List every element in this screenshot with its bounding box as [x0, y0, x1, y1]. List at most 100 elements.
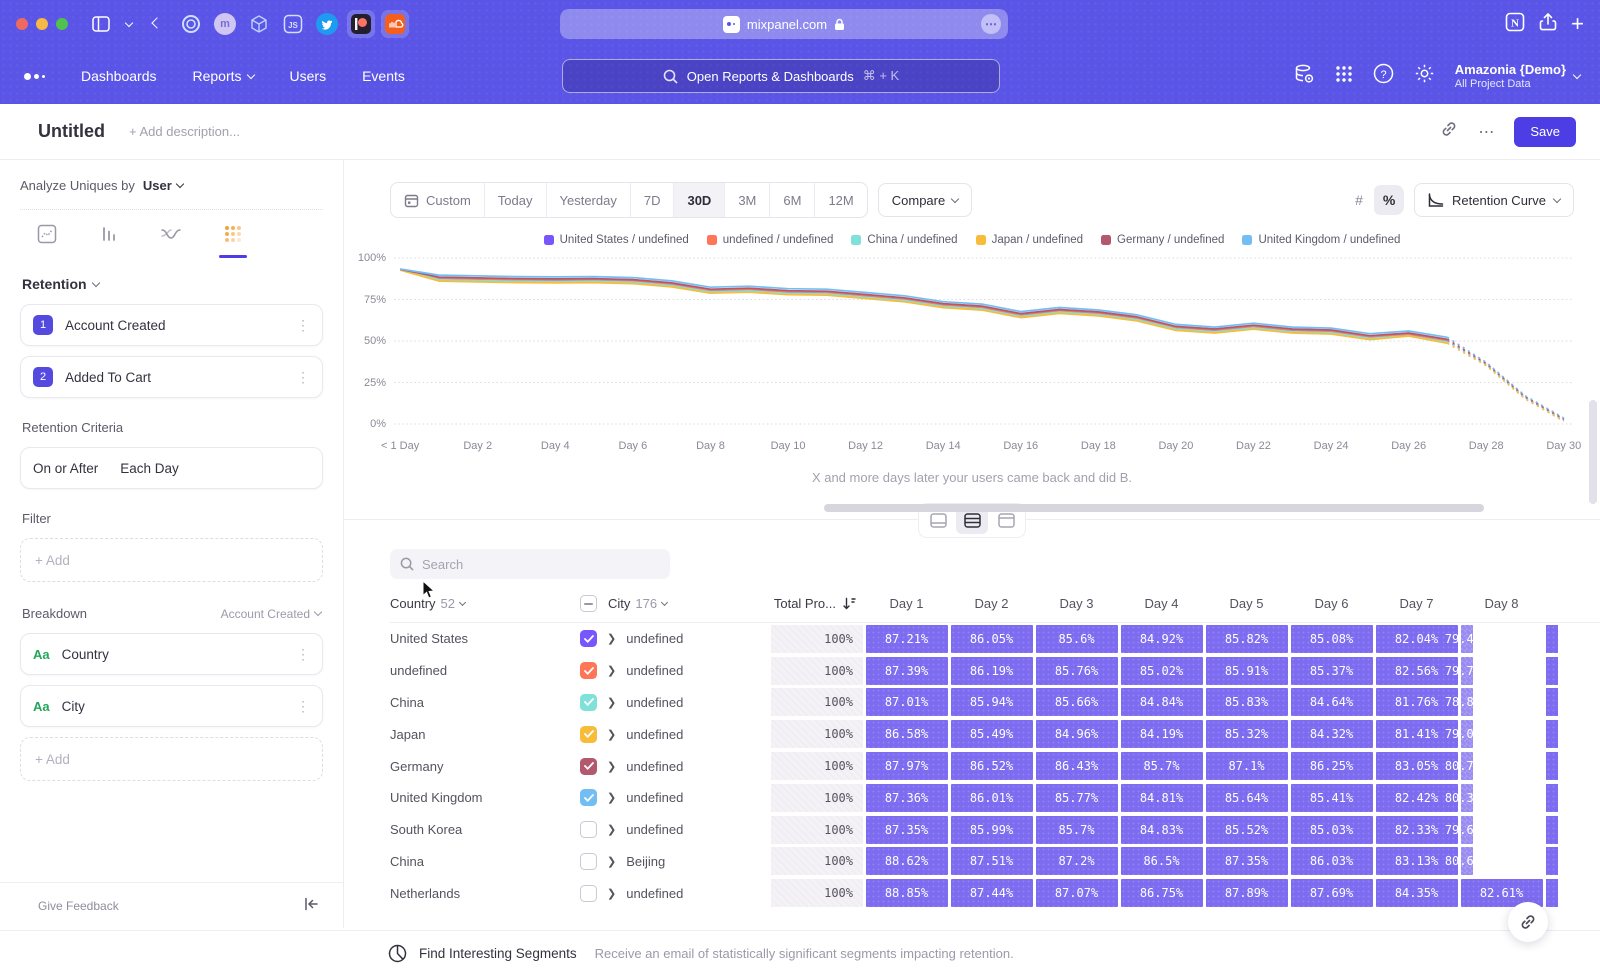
legend-item[interactable]: United States / undefined [543, 234, 689, 246]
retention-cell[interactable]: 84.81% [1120, 783, 1203, 812]
breakdown-scope-selector[interactable]: Account Created [221, 607, 323, 621]
retention-cell[interactable]: 85.37% [1290, 656, 1373, 685]
expand-row-chevron[interactable]: ❯ [607, 696, 617, 709]
new-tab-icon[interactable]: + [1571, 11, 1584, 36]
column-header-country[interactable]: Country 52 [390, 596, 580, 611]
retention-cell[interactable]: 83.13% [1375, 847, 1458, 876]
breakdown-city[interactable]: Aa City ⋮ [20, 685, 323, 727]
range-3m[interactable]: 3M [725, 183, 771, 217]
mixpanel-logo[interactable] [24, 72, 45, 80]
data-management-icon[interactable] [1293, 63, 1315, 90]
retention-cell[interactable]: 87.39% [865, 656, 948, 685]
table-search[interactable] [390, 549, 670, 579]
retention-cell[interactable]: 86.05% [950, 624, 1033, 653]
help-icon[interactable]: ? [1373, 63, 1394, 89]
m-avatar-icon[interactable]: m [211, 10, 239, 38]
retention-criteria-card[interactable]: On or After Each Day [20, 447, 323, 489]
nav-item-reports[interactable]: Reports [193, 68, 255, 84]
retention-cell[interactable]: 87.21% [865, 624, 948, 653]
retention-cell[interactable]: 84.96% [1035, 720, 1118, 749]
retention-cell[interactable]: 82.04% [1375, 624, 1458, 653]
expand-row-chevron[interactable]: ❯ [607, 728, 617, 741]
retention-cell[interactable]: 85.52% [1205, 815, 1288, 844]
chart-type-selector[interactable]: Retention Curve [1414, 183, 1574, 217]
vertical-scrollbar[interactable] [1589, 400, 1597, 504]
row-checkbox[interactable] [580, 630, 597, 648]
retention-cell[interactable]: 84.35% [1375, 879, 1458, 908]
soundcloud-tab-icon[interactable] [381, 10, 409, 38]
retention-cell[interactable]: 86.19% [950, 656, 1033, 685]
retention-cell[interactable]: 85.82% [1205, 624, 1288, 653]
site-options-icon[interactable]: ⋯ [981, 14, 1001, 34]
retention-cell[interactable]: 85.77% [1035, 783, 1118, 812]
global-search[interactable]: Open Reports & Dashboards ⌘ + K [562, 59, 1000, 93]
step-options-icon[interactable]: ⋮ [296, 368, 310, 385]
add-breakdown-button[interactable]: + Add [20, 737, 323, 781]
legend-item[interactable]: Japan / undefined [975, 234, 1083, 246]
retention-cell[interactable]: 83.05% [1375, 752, 1458, 781]
row-checkbox[interactable] [580, 757, 597, 775]
range-7d[interactable]: 7D [631, 183, 675, 217]
legend-item[interactable]: Germany / undefined [1101, 234, 1224, 246]
expand-row-chevron[interactable]: ❯ [607, 665, 617, 678]
retention-cell[interactable]: 80.68% [1445, 847, 1488, 876]
compare-button[interactable]: Compare [877, 183, 973, 217]
back-button[interactable] [143, 10, 171, 38]
column-header-day[interactable]: Day 4 [1144, 596, 1179, 611]
retention-cell[interactable]: 86.01% [950, 783, 1033, 812]
retention-cell[interactable]: 87.35% [1205, 847, 1288, 876]
analyze-value[interactable]: User [142, 178, 172, 193]
retention-cell[interactable]: 85.91% [1205, 656, 1288, 685]
range-6m[interactable]: 6M [770, 183, 816, 217]
retention-cell[interactable]: 86.5% [1120, 847, 1203, 876]
minimize-window-button[interactable] [36, 18, 48, 30]
range-custom[interactable]: Custom [391, 183, 485, 217]
tab-retention[interactable] [212, 224, 254, 258]
retention-cell[interactable]: 86.75% [1120, 879, 1203, 908]
row-checkbox[interactable] [580, 789, 597, 807]
row-checkbox[interactable] [580, 821, 597, 839]
retention-cell[interactable]: 80.71% [1445, 752, 1488, 781]
retention-cell[interactable]: 85.7% [1120, 752, 1203, 781]
retention-step-1[interactable]: 1 Account Created ⋮ [20, 304, 323, 346]
retention-curve-plot[interactable] [394, 250, 1572, 434]
column-header-day[interactable]: Day 2 [974, 596, 1009, 611]
onepassword-icon[interactable] [177, 10, 205, 38]
retention-cell[interactable]: 79.62% [1445, 815, 1488, 844]
column-header-day[interactable]: Day 6 [1314, 596, 1349, 611]
retention-cell[interactable]: 85.64% [1205, 783, 1288, 812]
retention-cell[interactable]: 84.19% [1120, 720, 1203, 749]
retention-cell[interactable]: 80.35% [1445, 783, 1488, 812]
retention-cell[interactable]: 87.36% [865, 783, 948, 812]
retention-cell[interactable]: 87.07% [1035, 879, 1118, 908]
retention-cell[interactable]: 87.1% [1205, 752, 1288, 781]
retention-cell[interactable]: 87.35% [865, 815, 948, 844]
analyze-uniques-row[interactable]: Analyze Uniques by User [20, 178, 323, 210]
more-options-icon[interactable]: ⋯ [1478, 123, 1495, 141]
column-header-day[interactable]: Day 1 [889, 596, 924, 611]
retention-cell[interactable]: 85.32% [1205, 720, 1288, 749]
retention-cell[interactable]: 84.32% [1290, 720, 1373, 749]
select-all-checkbox[interactable] [580, 595, 597, 612]
retention-cell[interactable]: 79.05% [1445, 720, 1488, 749]
retention-cell[interactable]: 85.03% [1290, 815, 1373, 844]
table-search-input[interactable] [422, 556, 642, 572]
expand-row-chevron[interactable]: ❯ [607, 855, 617, 868]
retention-cell[interactable]: 84.84% [1120, 688, 1203, 717]
address-bar[interactable]: mixpanel.com ⋯ [560, 9, 1008, 39]
retention-cell[interactable]: 85.7% [1035, 815, 1118, 844]
copy-link-icon[interactable] [1440, 120, 1458, 143]
column-header-day[interactable]: Day 3 [1059, 596, 1094, 611]
js-badge-icon[interactable]: JS [279, 10, 307, 38]
save-button[interactable]: Save [1514, 116, 1576, 147]
retention-cell[interactable]: 85.02% [1120, 656, 1203, 685]
retention-cell[interactable]: 87.97% [865, 752, 948, 781]
retention-cell[interactable]: 85.66% [1035, 688, 1118, 717]
row-checkbox[interactable] [580, 693, 597, 711]
legend-item[interactable]: undefined / undefined [706, 234, 833, 246]
retention-cell[interactable]: 79.49% [1445, 624, 1488, 653]
column-header-total[interactable]: Total Pro... [770, 596, 864, 611]
retention-step-2[interactable]: 2 Added To Cart ⋮ [20, 356, 323, 398]
column-header-day[interactable]: Day 5 [1229, 596, 1264, 611]
nav-item-events[interactable]: Events [362, 68, 405, 84]
